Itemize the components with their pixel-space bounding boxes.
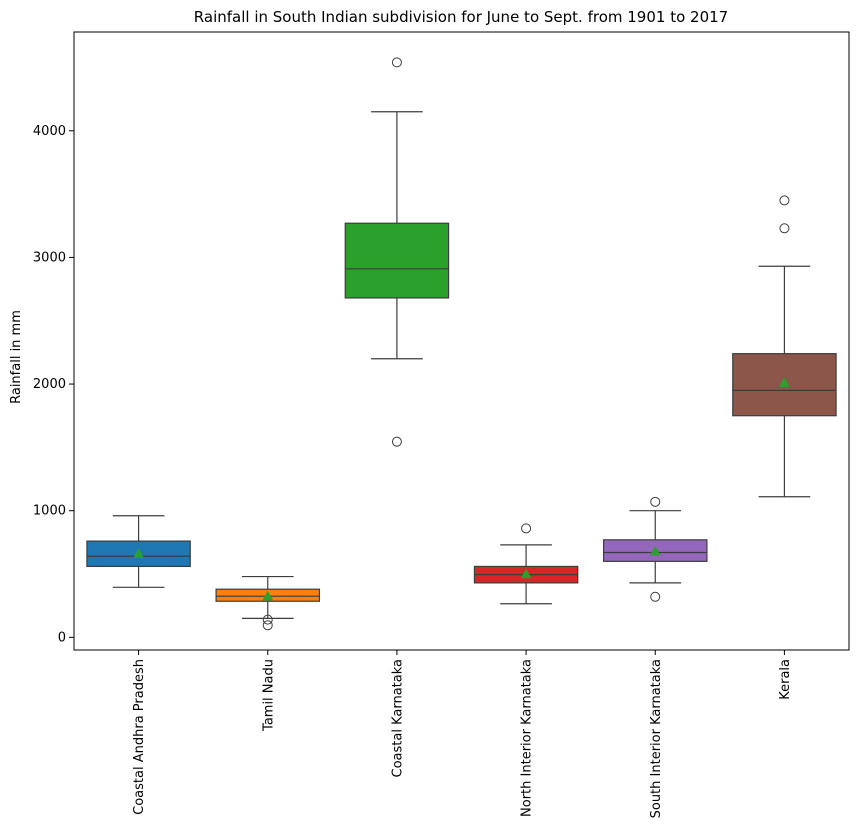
mean-marker <box>649 545 661 556</box>
x-tick-label: Coastal Karnataka <box>390 659 405 778</box>
outlier-point <box>779 195 790 206</box>
x-tick-label: Tamil Nadu <box>261 659 276 732</box>
mean-marker <box>133 548 145 559</box>
plot-frame <box>73 31 850 651</box>
outlier-point <box>391 57 402 68</box>
y-axis-label: Rainfall in mm <box>9 310 24 404</box>
plot-area: 0 1000 2000 3000 4000 Coastal Andhra Pradesh T… <box>33 57 837 818</box>
mean-marker <box>391 258 403 268</box>
outlier-point <box>521 523 532 534</box>
outlier-point <box>391 436 402 447</box>
outlier-point <box>650 496 661 507</box>
outlier-point <box>650 591 661 602</box>
x-tick-label: North Interior Karnataka <box>520 659 535 817</box>
y-tick-label: 1000 <box>33 504 66 519</box>
outlier-point <box>262 614 273 625</box>
y-tick-label: 0 <box>58 630 66 645</box>
iqr-box <box>732 353 837 417</box>
mean-marker <box>262 590 274 601</box>
outlier-point <box>779 223 790 234</box>
x-tick-label: Coastal Andhra Pradesh <box>132 659 147 815</box>
y-tick-label: 3000 <box>33 250 66 265</box>
x-tick-label: South Interior Karnataka <box>649 659 664 818</box>
outlier-point <box>262 620 273 631</box>
y-tick-label: 4000 <box>33 124 66 139</box>
chart-title: Rainfall in South Indian subdivision for… <box>194 8 728 26</box>
mean-marker <box>520 568 532 579</box>
mean-marker <box>778 377 790 388</box>
y-tick-label: 2000 <box>33 377 66 392</box>
x-tick-label: Kerala <box>778 659 793 700</box>
